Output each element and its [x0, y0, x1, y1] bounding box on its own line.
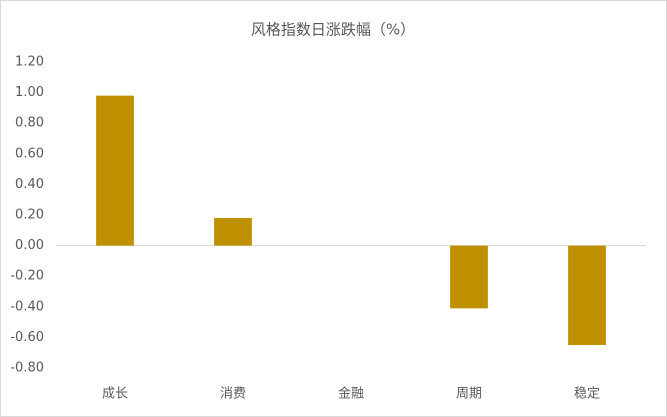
chart-title: 风格指数日涨跌幅（%） — [251, 21, 415, 39]
y-tick-label: 0.40 — [15, 177, 44, 192]
x-tick-label: 成长 — [102, 387, 128, 402]
y-tick-label: 0.00 — [15, 238, 44, 253]
y-tick-label: -0.80 — [10, 361, 44, 376]
x-tick-label: 稳定 — [574, 386, 600, 402]
x-tick-label: 金融 — [338, 386, 364, 402]
y-tick-label: 0.60 — [15, 146, 44, 161]
y-tick-label: -0.20 — [10, 269, 44, 284]
y-tick-label: 0.80 — [15, 116, 44, 131]
y-tick-label: -0.60 — [10, 330, 44, 345]
bar — [96, 95, 134, 246]
bar — [214, 218, 252, 246]
x-tick-label: 周期 — [456, 387, 482, 402]
y-tick-label: 0.20 — [15, 208, 44, 223]
x-tick-label: 消费 — [220, 387, 246, 402]
bar — [568, 245, 606, 346]
y-tick-label: 1.20 — [15, 55, 44, 70]
y-tick-label: -0.40 — [10, 299, 44, 314]
y-tick-label: 1.00 — [15, 85, 44, 100]
bar — [450, 245, 488, 309]
